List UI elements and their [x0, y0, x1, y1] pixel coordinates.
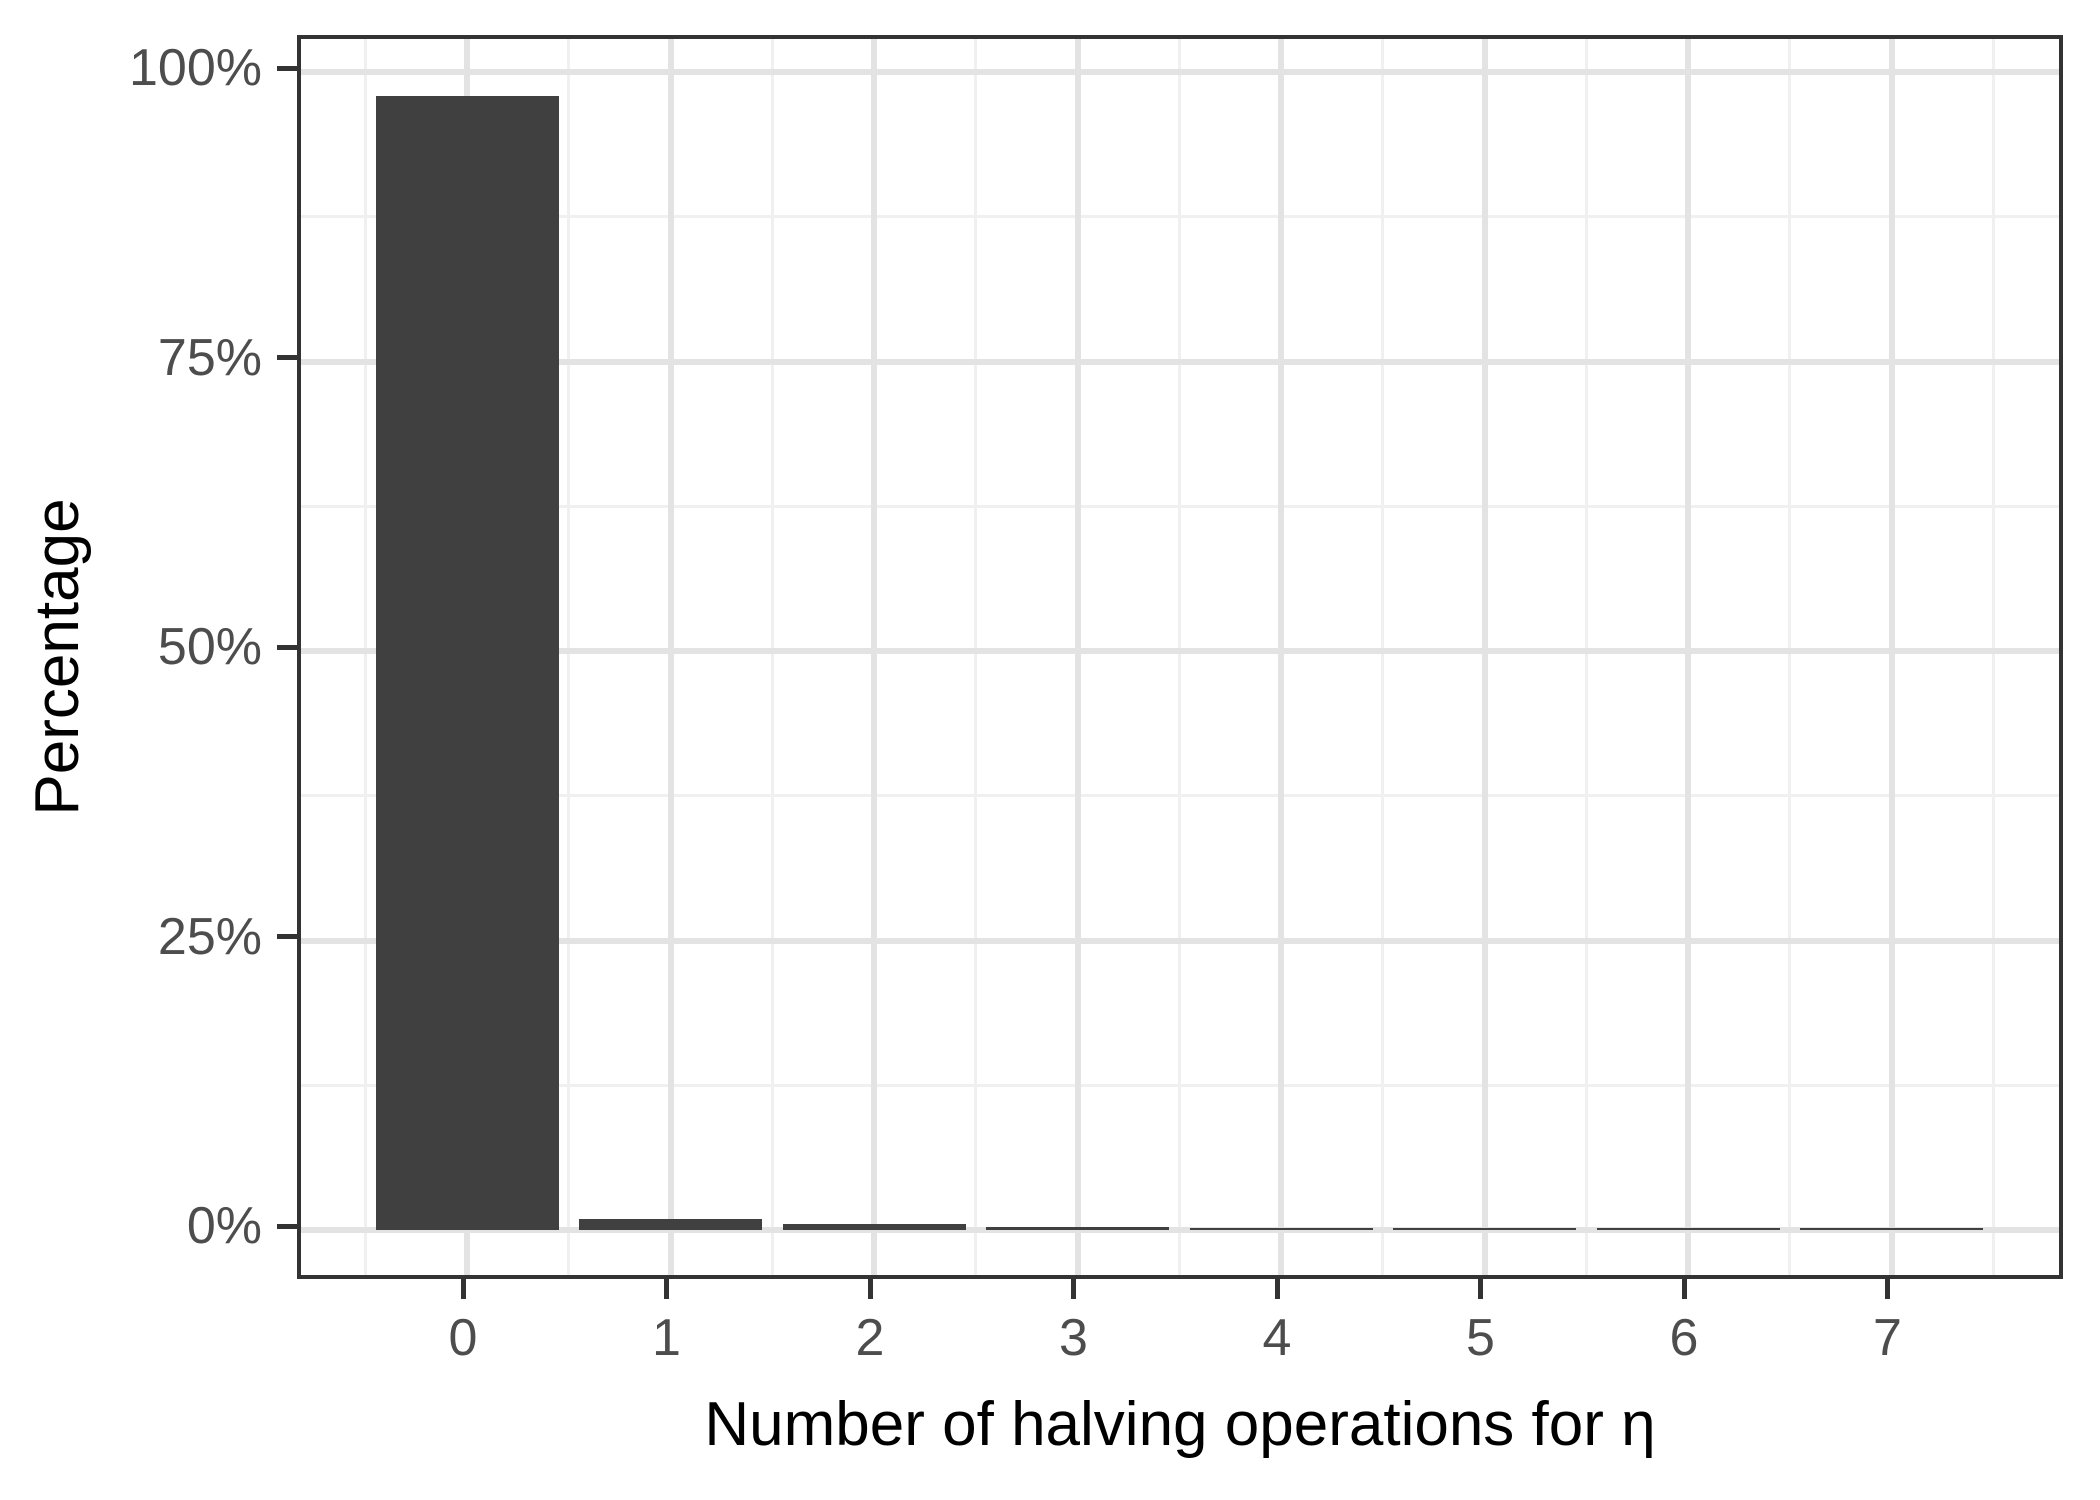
- x-tick-label: 1: [652, 1309, 681, 1367]
- gridline-major-horizontal: [301, 937, 2059, 944]
- gridline-major-horizontal: [301, 1227, 2059, 1233]
- x-tick-label: 6: [1669, 1309, 1699, 1367]
- y-tick-label: 0%: [186, 1197, 262, 1255]
- x-tick-label: 4: [1262, 1309, 1292, 1367]
- gridline-minor-vertical: [1788, 39, 1792, 1275]
- gridline-major-vertical: [667, 39, 674, 1275]
- x-tick-mark: [664, 1279, 669, 1299]
- x-tick-mark: [1478, 1279, 1483, 1299]
- x-tick-mark: [1681, 1279, 1687, 1299]
- y-tick-label: 50%: [157, 618, 262, 676]
- y-tick-mark: [277, 1223, 297, 1229]
- gridline-minor-vertical: [770, 39, 774, 1275]
- bar-category-6: [1596, 1228, 1780, 1230]
- y-tick-mark: [277, 934, 297, 939]
- gridline-major-horizontal: [301, 648, 2059, 654]
- gridline-minor-vertical: [1584, 39, 1588, 1275]
- x-tick-mark: [867, 1279, 873, 1299]
- x-tick-mark: [1274, 1279, 1280, 1299]
- x-tick-label: 5: [1466, 1309, 1495, 1367]
- bar-category-7: [1800, 1228, 1983, 1230]
- bar-category-4: [1189, 1227, 1373, 1230]
- y-tick-label: 25%: [157, 907, 262, 966]
- y-tick-mark: [277, 355, 297, 360]
- y-tick-label: 75%: [157, 328, 262, 387]
- gridline-minor-vertical: [1381, 39, 1385, 1275]
- x-tick-label: 7: [1873, 1309, 1902, 1367]
- gridline-major-vertical: [1481, 39, 1488, 1275]
- gridline-minor-vertical: [974, 39, 978, 1275]
- x-tick-mark: [460, 1279, 466, 1299]
- y-tick-label: 100%: [129, 39, 262, 97]
- gridline-major-vertical: [871, 39, 877, 1275]
- gridline-major-vertical: [1685, 39, 1691, 1275]
- x-tick-label: 2: [855, 1309, 885, 1367]
- x-tick-label: 3: [1059, 1309, 1088, 1367]
- gridline-major-vertical: [1278, 39, 1284, 1275]
- gridline-minor-vertical: [363, 39, 367, 1275]
- x-tick-label: 0: [448, 1309, 478, 1367]
- bar-category-3: [986, 1226, 1169, 1230]
- gridline-major-horizontal: [301, 358, 2059, 365]
- bar-category-0: [375, 96, 559, 1230]
- gridline-major-vertical: [1074, 39, 1081, 1275]
- gridline-major-vertical: [1888, 39, 1895, 1275]
- x-tick-mark: [1885, 1279, 1890, 1299]
- gridline-major-horizontal: [301, 69, 2059, 75]
- gridline-minor-vertical: [1991, 39, 1995, 1275]
- gridline-minor-vertical: [1177, 39, 1181, 1275]
- bar-category-1: [579, 1218, 762, 1230]
- bar-category-5: [1393, 1228, 1576, 1230]
- bar-category-2: [782, 1224, 966, 1230]
- x-axis-title: Number of halving operations for η: [704, 1390, 1656, 1459]
- x-tick-mark: [1071, 1279, 1076, 1299]
- gridline-minor-vertical: [567, 39, 571, 1275]
- plot-panel: [297, 35, 2063, 1279]
- y-tick-mark: [277, 65, 297, 71]
- y-tick-mark: [277, 644, 297, 650]
